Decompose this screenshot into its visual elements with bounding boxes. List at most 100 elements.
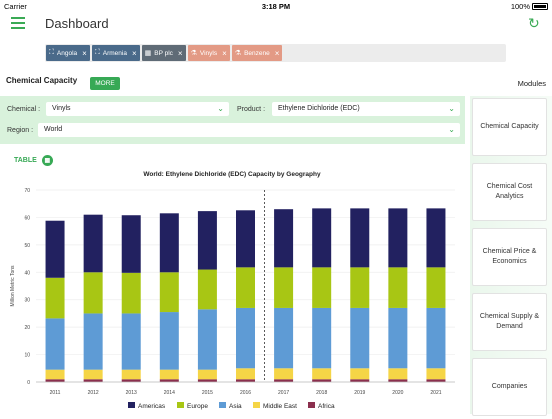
carrier-label: Carrier: [4, 2, 27, 11]
table-toggle[interactable]: TABLE ▦: [14, 155, 53, 166]
bar-africa-2012[interactable]: [83, 379, 103, 382]
product-select[interactable]: Ethylene Dichloride (EDC) ⌄: [272, 102, 460, 116]
x-tick-label: 2020: [392, 390, 403, 396]
bar-europe-2013[interactable]: [121, 272, 141, 314]
y-tick-label: 40: [24, 270, 30, 276]
bar-americas-2016[interactable]: [236, 210, 255, 268]
filter-chip-bp-plc[interactable]: ▦ BP plc ×: [141, 45, 186, 61]
bar-americas-2018[interactable]: [312, 208, 332, 268]
module-companies[interactable]: Companies: [472, 358, 547, 416]
module-chemical-supply-demand[interactable]: Chemical Supply & Demand: [472, 293, 547, 351]
y-tick-label: 10: [24, 353, 30, 359]
bar-africa-2011[interactable]: [45, 379, 65, 382]
bar-asia-2011[interactable]: [45, 318, 65, 370]
x-tick-label: 2011: [50, 390, 61, 396]
bar-europe-2020[interactable]: [388, 267, 408, 308]
bar-africa-2020[interactable]: [388, 379, 408, 382]
close-icon[interactable]: ×: [222, 48, 227, 58]
bar-europe-2016[interactable]: [236, 267, 255, 308]
bar-middle-east-2021[interactable]: [426, 368, 446, 380]
bar-middle-east-2017[interactable]: [274, 368, 294, 380]
close-icon[interactable]: ×: [82, 48, 87, 58]
module-chemical-capacity[interactable]: Chemical Capacity: [472, 98, 547, 156]
bar-americas-2021[interactable]: [426, 208, 446, 268]
capacity-chart: World: Ethylene Dichloride (EDC) Capacit…: [10, 171, 455, 410]
bar-africa-2016[interactable]: [236, 379, 255, 382]
x-tick-label: 2015: [202, 390, 213, 396]
filter-chip-benzene[interactable]: ⚗ Benzene ×: [231, 45, 283, 61]
bar-middle-east-2012[interactable]: [83, 369, 103, 380]
bar-middle-east-2018[interactable]: [312, 368, 332, 380]
modules-panel: Chemical Capacity Chemical Cost Analytics…: [470, 96, 552, 416]
bar-africa-2015[interactable]: [197, 379, 217, 382]
bar-asia-2021[interactable]: [426, 307, 446, 369]
close-icon[interactable]: ×: [177, 48, 183, 58]
filter-chip-vinyls[interactable]: ⚗ Vinyls ×: [187, 45, 230, 61]
bar-americas-2011[interactable]: [45, 220, 65, 278]
bar-asia-2013[interactable]: [121, 313, 141, 370]
bar-europe-2019[interactable]: [350, 267, 370, 308]
bar-europe-2014[interactable]: [159, 272, 179, 313]
bar-africa-2017[interactable]: [274, 379, 294, 382]
close-icon[interactable]: ×: [274, 48, 280, 58]
y-tick-label: 30: [24, 298, 30, 304]
bar-middle-east-2014[interactable]: [159, 369, 179, 380]
bar-middle-east-2016[interactable]: [236, 368, 255, 380]
bar-africa-2021[interactable]: [426, 379, 446, 382]
bar-europe-2021[interactable]: [426, 267, 446, 308]
bar-asia-2016[interactable]: [236, 307, 255, 369]
bar-americas-2015[interactable]: [197, 211, 217, 270]
chemical-label: Chemical :: [7, 106, 41, 113]
bar-asia-2018[interactable]: [312, 307, 332, 369]
grid-icon: ▦: [41, 155, 53, 166]
battery-indicator: 100%: [511, 2, 548, 11]
bar-middle-east-2020[interactable]: [388, 368, 408, 380]
bar-europe-2012[interactable]: [83, 272, 103, 314]
bar-africa-2018[interactable]: [312, 379, 332, 382]
legend-label: Asia: [229, 403, 242, 410]
y-tick-label: 50: [24, 243, 30, 249]
bar-asia-2012[interactable]: [83, 313, 103, 370]
y-tick-label: 20: [24, 325, 30, 331]
bar-americas-2020[interactable]: [388, 208, 408, 268]
bar-americas-2012[interactable]: [83, 214, 103, 273]
filter-chip-label: Angola: [56, 49, 78, 57]
close-icon[interactable]: ×: [131, 48, 137, 58]
bar-americas-2013[interactable]: [121, 215, 141, 273]
bar-middle-east-2015[interactable]: [197, 369, 217, 380]
module-chemical-cost-analytics[interactable]: Chemical Cost Analytics: [472, 163, 547, 221]
x-tick-label: 2013: [126, 390, 137, 396]
bar-africa-2014[interactable]: [159, 379, 179, 382]
legend-swatch: [128, 402, 135, 408]
bar-europe-2018[interactable]: [312, 267, 332, 308]
region-select[interactable]: World ⌄: [38, 123, 460, 137]
bar-europe-2011[interactable]: [45, 277, 65, 319]
bar-asia-2015[interactable]: [197, 309, 217, 370]
bar-americas-2014[interactable]: [159, 213, 179, 273]
bar-asia-2020[interactable]: [388, 307, 408, 369]
bar-americas-2019[interactable]: [350, 208, 370, 268]
bar-asia-2014[interactable]: [159, 312, 179, 370]
bar-middle-east-2019[interactable]: [350, 368, 370, 380]
bar-africa-2019[interactable]: [350, 379, 370, 382]
bar-middle-east-2013[interactable]: [121, 369, 141, 380]
filter-chip-angola[interactable]: ⛶ Angola ×: [46, 45, 90, 61]
bar-asia-2017[interactable]: [274, 307, 294, 369]
bar-middle-east-2011[interactable]: [45, 369, 65, 380]
bar-europe-2017[interactable]: [274, 267, 294, 308]
chemical-select[interactable]: Vinyls ⌄: [46, 102, 229, 116]
x-tick-label: 2019: [354, 390, 365, 396]
bar-africa-2013[interactable]: [121, 379, 141, 382]
more-button[interactable]: MORE: [90, 77, 120, 90]
page-title: Dashboard: [45, 16, 109, 31]
menu-icon[interactable]: [11, 17, 25, 29]
module-chemical-price-economics[interactable]: Chemical Price & Economics: [472, 228, 547, 286]
bar-americas-2017[interactable]: [274, 209, 294, 268]
filter-chip-armenia[interactable]: ⛶ Armenia ×: [91, 45, 140, 61]
bar-europe-2015[interactable]: [197, 269, 217, 310]
x-tick-label: 2014: [164, 390, 175, 396]
refresh-icon[interactable]: ↻: [528, 15, 540, 31]
bar-asia-2019[interactable]: [350, 307, 370, 369]
filter-bar: ⛶ Angola × ⛶ Armenia × ▦ BP plc × ⚗ Vinyls × ⚗ Benzen…: [45, 44, 506, 62]
chart-title: World: Ethylene Dichloride (EDC) Capacit…: [143, 171, 321, 178]
